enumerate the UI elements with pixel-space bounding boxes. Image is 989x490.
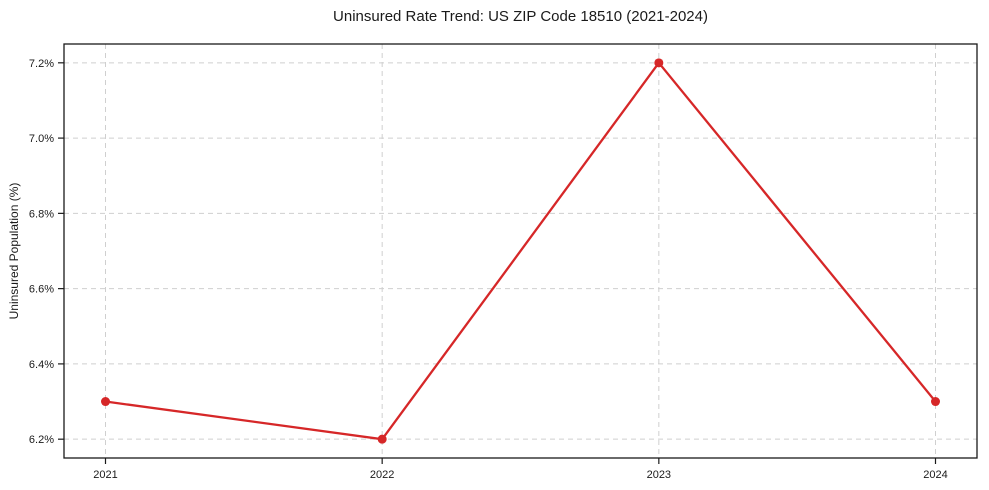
data-point: [654, 58, 664, 68]
y-tick-label: 7.2%: [29, 58, 54, 70]
y-tick-label: 6.4%: [29, 359, 54, 371]
plot-frame: [63, 43, 978, 459]
y-tick-label: 6.8%: [29, 208, 54, 220]
data-line: [104, 61, 937, 441]
data-point: [377, 434, 387, 444]
data-point: [931, 397, 940, 407]
x-tick-label: 2024: [923, 469, 947, 481]
data-point: [101, 397, 110, 407]
y-tick-label: 7.0%: [29, 133, 54, 145]
x-tick-label: 2021: [93, 469, 117, 481]
y-tick-label: 6.2%: [29, 434, 54, 446]
y-tick-label: 6.6%: [29, 284, 54, 296]
x-tick-label: 2023: [647, 469, 671, 481]
x-tick-label: 2022: [370, 469, 394, 481]
chart-title: Uninsured Rate Trend: US ZIP Code 18510 …: [333, 8, 708, 25]
